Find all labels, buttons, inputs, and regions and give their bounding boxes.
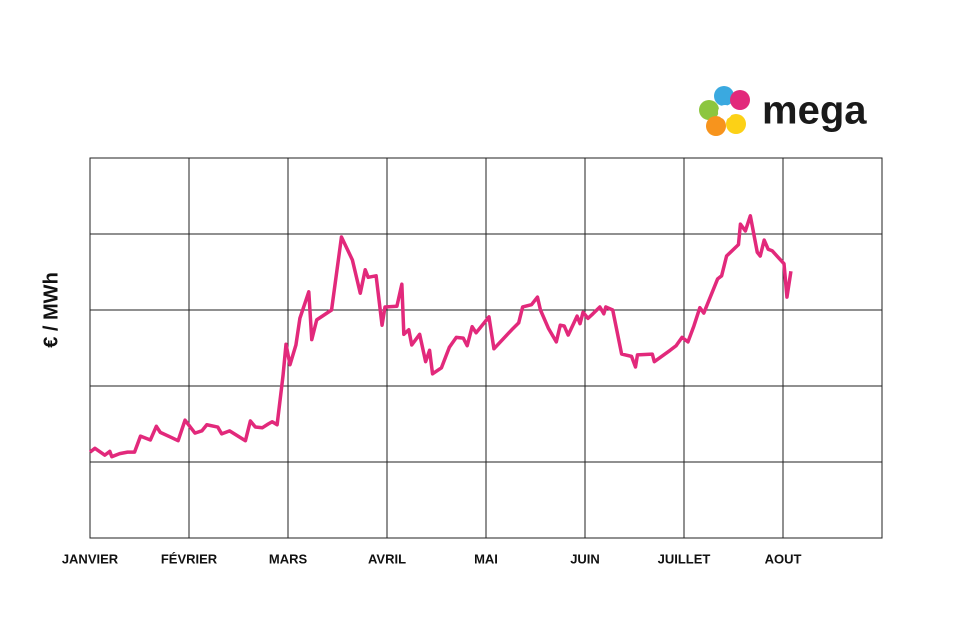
x-tick-label: AOUT (765, 551, 802, 566)
x-tick-label: MAI (474, 551, 498, 566)
logo-text: mega (762, 89, 867, 133)
y-axis-label: € / MWh (40, 272, 62, 348)
x-tick-label: JANVIER (62, 551, 119, 566)
x-tick-label: FÉVRIER (161, 551, 218, 566)
logo-icon (699, 86, 750, 136)
price-line (88, 214, 793, 459)
x-tick-label: JUILLET (658, 551, 711, 566)
x-tick-label: AVRIL (368, 551, 406, 566)
x-tick-label: MARS (269, 551, 308, 566)
x-tick-label: JUIN (570, 551, 600, 566)
